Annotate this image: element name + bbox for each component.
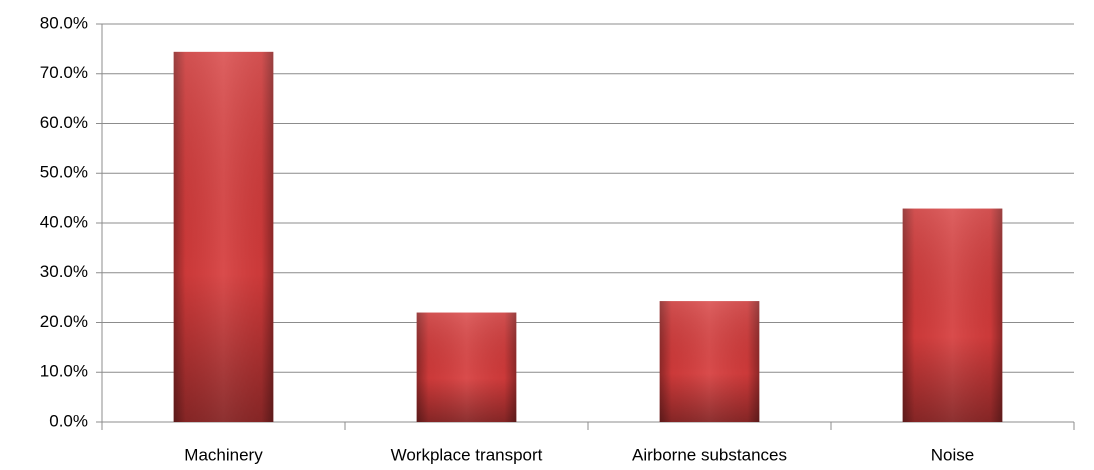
y-tick-label: 40.0% [40,212,88,231]
x-tick-label: Noise [931,445,974,464]
y-tick-label: 70.0% [40,63,88,82]
y-tick-label: 20.0% [40,312,88,331]
y-tick-label: 80.0% [40,13,88,32]
y-tick-label: 50.0% [40,163,88,182]
bar-shade [902,208,1003,422]
x-tick-label: Machinery [184,445,263,464]
bar-shade [416,312,517,422]
bar-shade [659,301,760,422]
y-tick-label: 0.0% [49,411,88,430]
bar-shade [173,51,274,423]
x-tick-label: Workplace transport [391,445,543,464]
y-tick-label: 60.0% [40,113,88,132]
x-tick-label: Airborne substances [632,445,787,464]
y-tick-label: 10.0% [40,362,88,381]
y-tick-label: 30.0% [40,262,88,281]
